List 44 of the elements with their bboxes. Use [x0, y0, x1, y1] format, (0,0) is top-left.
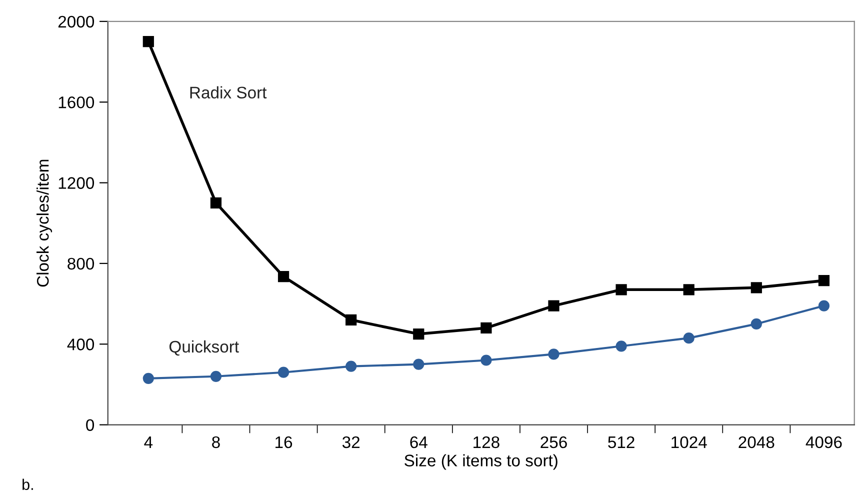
- point: [142, 36, 154, 48]
- x-tick-label: 32: [342, 436, 360, 448]
- point: [346, 360, 357, 372]
- x-tick-label: 4096: [806, 436, 842, 448]
- point: [278, 270, 290, 282]
- point: [616, 340, 627, 352]
- x-tick-label: 4: [144, 436, 153, 448]
- y-tick-label: 0: [86, 419, 94, 431]
- point: [548, 300, 560, 312]
- y-tick-label: 2000: [58, 16, 94, 28]
- point: [683, 332, 694, 344]
- x-tick-label: 128: [474, 436, 500, 448]
- point: [548, 348, 560, 360]
- x-tick-label: 8: [212, 436, 220, 448]
- series-label: Quicksort: [169, 340, 239, 356]
- y-tick-label: 800: [68, 258, 94, 270]
- point: [278, 366, 290, 378]
- point: [750, 318, 762, 330]
- series-label: Radix Sort: [190, 86, 267, 98]
- point: [616, 284, 627, 296]
- x-tick-label: 1024: [672, 436, 707, 448]
- y-tick-label: 400: [67, 338, 94, 350]
- point: [413, 358, 424, 370]
- point: [480, 354, 492, 366]
- text: b.: [22, 478, 33, 490]
- x-tick-label: 16: [276, 436, 292, 448]
- x-tick-label: 2048: [738, 436, 774, 448]
- x-tick-label: 512: [608, 436, 634, 448]
- point: [683, 284, 694, 296]
- y-axis-title: Clock cycles/item: [36, 160, 52, 287]
- x-tick-label: 64: [410, 436, 428, 448]
- x-tick-label: 256: [540, 436, 567, 448]
- y-tick-label: 1600: [58, 96, 94, 108]
- point: [750, 282, 762, 294]
- point: [818, 300, 830, 312]
- point: [413, 328, 424, 340]
- point: [818, 275, 830, 286]
- point: [210, 370, 222, 382]
- point: [480, 322, 492, 334]
- x-axis-title: Size (K items to sort): [404, 454, 558, 470]
- point: [142, 372, 154, 384]
- y-tick-label: 1200: [58, 177, 94, 189]
- point: [210, 197, 222, 208]
- point: [346, 314, 357, 326]
